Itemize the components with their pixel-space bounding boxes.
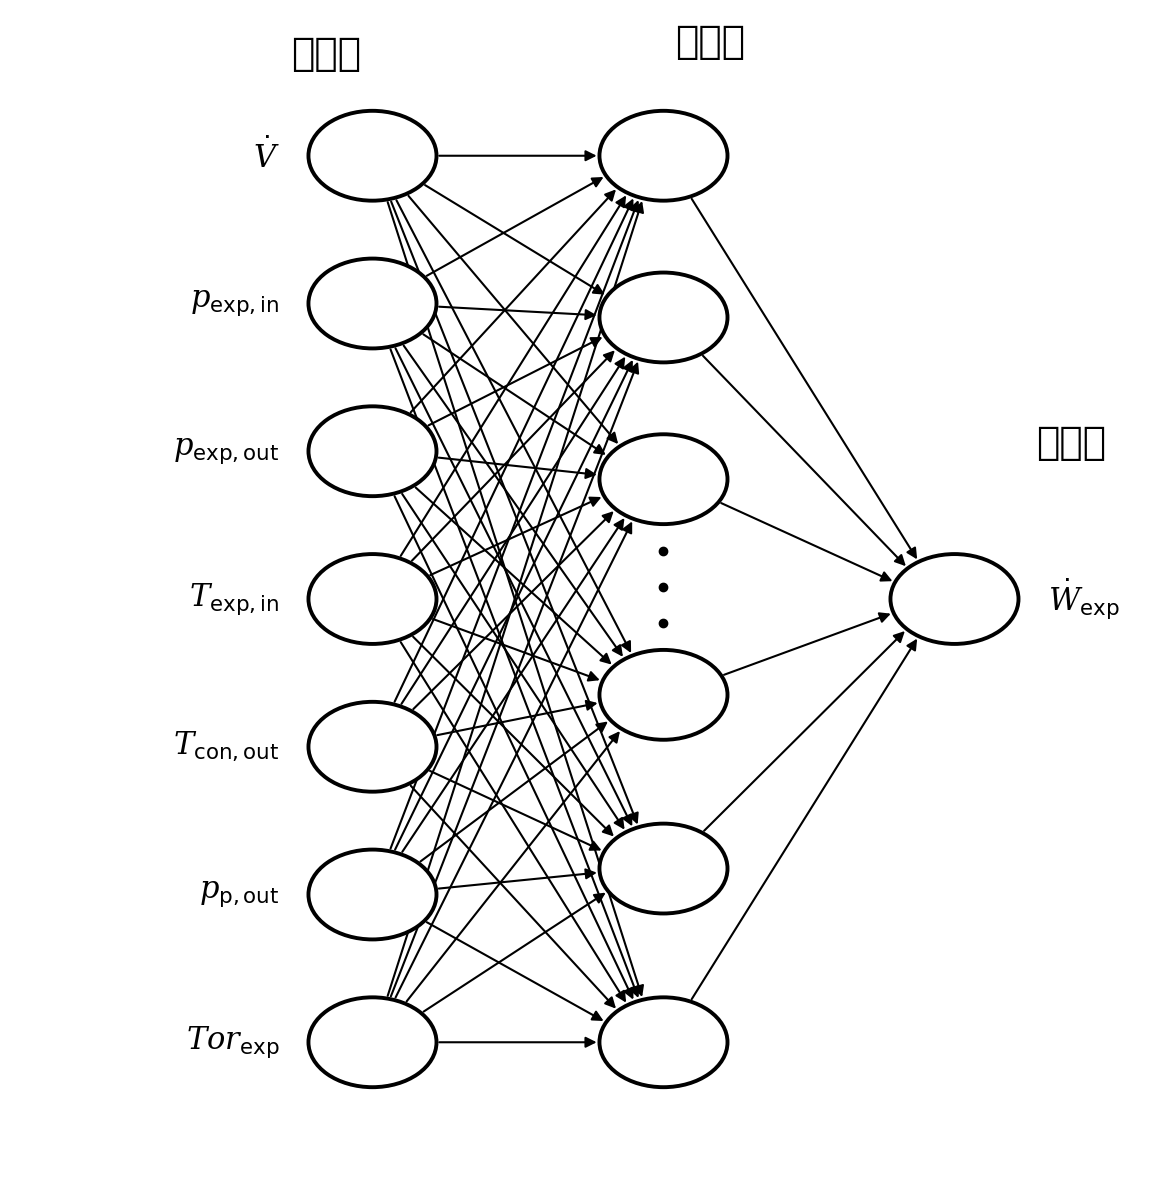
Text: 输入层: 输入层 — [291, 35, 361, 73]
Text: $T_{\rm exp,in}$: $T_{\rm exp,in}$ — [190, 581, 279, 617]
Text: $p_{\rm p,out}$: $p_{\rm p,out}$ — [199, 879, 279, 909]
Ellipse shape — [308, 702, 436, 792]
Ellipse shape — [599, 435, 728, 525]
Ellipse shape — [599, 273, 728, 362]
Text: $p_{\rm exp,out}$: $p_{\rm exp,out}$ — [173, 436, 279, 466]
Text: $\dot{V}$: $\dot{V}$ — [253, 138, 279, 174]
Ellipse shape — [308, 111, 436, 200]
Text: $T_{\rm con,out}$: $T_{\rm con,out}$ — [173, 730, 279, 763]
Ellipse shape — [890, 553, 1018, 643]
Ellipse shape — [308, 997, 436, 1088]
Ellipse shape — [308, 553, 436, 643]
Text: $\dot{W}_{\rm exp}$: $\dot{W}_{\rm exp}$ — [1048, 576, 1120, 622]
Text: $p_{\rm exp,in}$: $p_{\rm exp,in}$ — [190, 289, 279, 319]
Ellipse shape — [308, 849, 436, 939]
Text: 输出层: 输出层 — [1036, 424, 1106, 462]
Ellipse shape — [308, 406, 436, 496]
Text: $\mathit{Tor}_{\rm exp}$: $\mathit{Tor}_{\rm exp}$ — [186, 1024, 279, 1060]
Ellipse shape — [599, 824, 728, 913]
Ellipse shape — [599, 111, 728, 200]
Ellipse shape — [599, 649, 728, 740]
Ellipse shape — [599, 997, 728, 1088]
Text: 隐含层: 隐含层 — [675, 23, 745, 61]
Ellipse shape — [308, 259, 436, 349]
